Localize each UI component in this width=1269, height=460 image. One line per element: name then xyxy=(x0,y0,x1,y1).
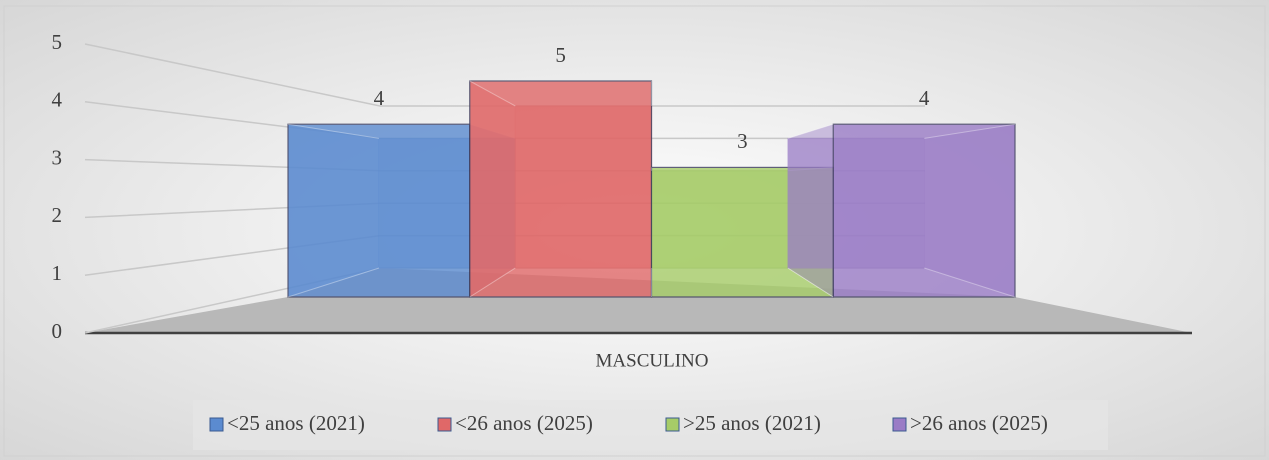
x-tick-label: MASCULINO xyxy=(596,350,709,371)
bar-front xyxy=(287,123,471,298)
legend-swatch xyxy=(665,417,680,432)
legend-label: <25 anos (2021) xyxy=(227,411,365,435)
bar-edge xyxy=(469,267,516,298)
bar-edge xyxy=(924,123,1016,139)
y-tick-label: 1 xyxy=(52,261,63,285)
frame xyxy=(3,5,1266,457)
y-tick-label: 4 xyxy=(52,88,63,112)
bar-front xyxy=(469,80,653,298)
y-tick-label: 5 xyxy=(52,30,63,54)
bar-edge xyxy=(287,123,380,139)
bar-front xyxy=(832,123,1016,298)
legend-swatch xyxy=(437,417,452,432)
legend-label: >26 anos (2025) xyxy=(910,411,1048,435)
legend-swatch xyxy=(892,417,907,432)
data-label: 3 xyxy=(737,129,748,153)
data-label: 4 xyxy=(374,86,385,110)
y-tick-label: 2 xyxy=(52,203,63,227)
legend-box xyxy=(193,400,1108,450)
legend-swatch xyxy=(209,417,224,432)
bar-edge xyxy=(787,123,834,139)
y-tick-label: 0 xyxy=(52,319,63,343)
bar-edge xyxy=(924,267,1016,298)
bar-edge xyxy=(787,267,834,298)
bar xyxy=(469,80,653,298)
data-label: 4 xyxy=(919,86,930,110)
data-label: 5 xyxy=(555,43,566,67)
bar-edge xyxy=(787,267,834,298)
legend-label: >25 anos (2021) xyxy=(683,411,821,435)
bar-edge xyxy=(287,267,380,298)
bar-edge xyxy=(469,80,516,107)
bar xyxy=(787,123,1016,298)
legend-label: <26 anos (2025) xyxy=(455,411,593,435)
bar-side xyxy=(787,124,834,297)
y-tick-label: 3 xyxy=(52,145,63,169)
grid-line xyxy=(84,43,925,107)
